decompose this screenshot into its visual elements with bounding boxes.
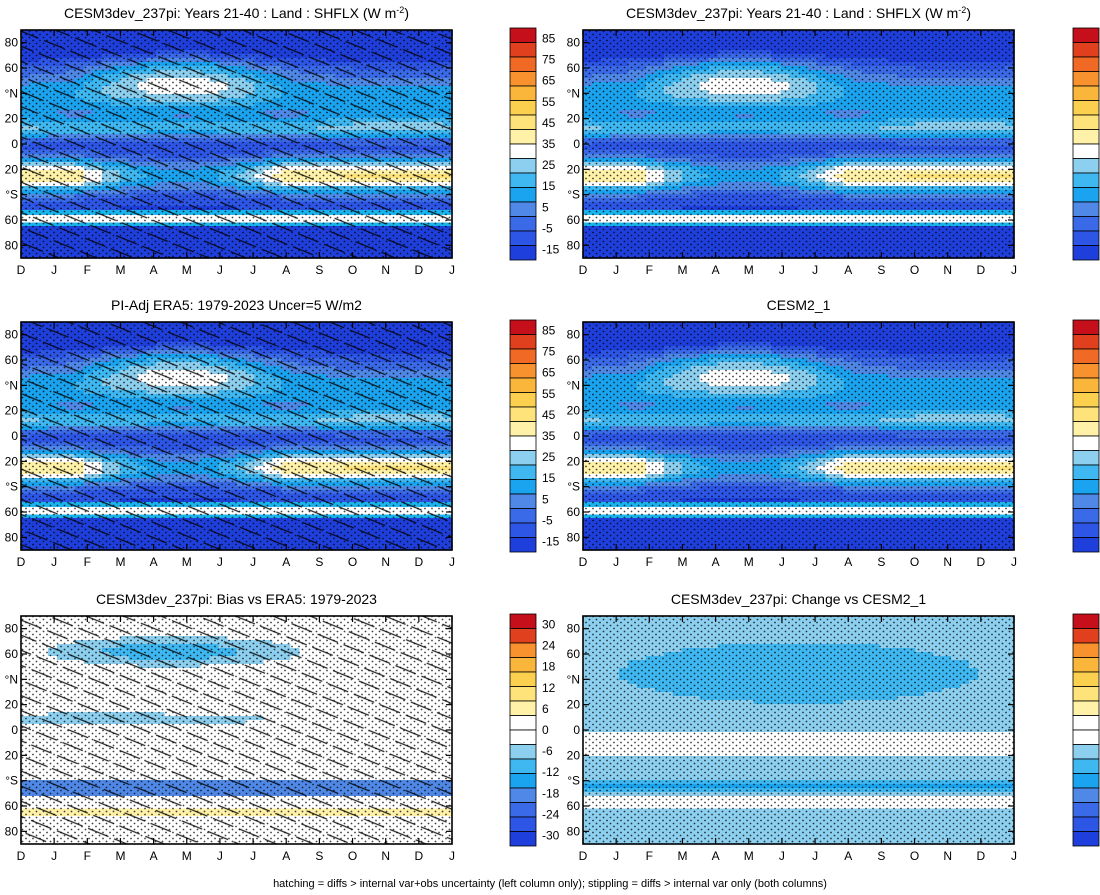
colorbar-label: 65 (542, 74, 556, 88)
y-tick-label: 60 (5, 213, 19, 227)
panel-p1: CESM3dev_237pi: Years 21-40 : Land : SHF… (5, 5, 560, 277)
colorbar-label: 55 (542, 95, 556, 109)
colorbar-swatch (509, 42, 537, 58)
colorbar-swatch (509, 216, 537, 232)
x-tick-label: A (282, 263, 290, 277)
hatching-overlay (21, 30, 452, 258)
colorbar-swatch (509, 172, 537, 188)
colorbar-swatch (509, 245, 537, 261)
y-tick-label: °N (5, 86, 18, 100)
colorbar-label: 25 (542, 158, 556, 172)
colorbar-swatch (509, 114, 537, 130)
colorbar-swatch (509, 85, 537, 101)
colorbar-swatch (509, 187, 537, 203)
x-tick-label: J (51, 263, 57, 277)
colorbar-label: -15 (542, 242, 560, 256)
x-tick-label: D (17, 263, 26, 277)
colorbar-label: 75 (542, 53, 556, 67)
colorbar-label: -5 (542, 221, 553, 235)
panel-p2: CESM3dev_237pi: Years 21-40 : Land : SHF… (567, 5, 1100, 277)
colorbar-swatch (509, 230, 537, 246)
colorbar-label: 5 (542, 200, 549, 214)
y-tick-label: 20 (5, 162, 19, 176)
x-tick-label: F (84, 263, 91, 277)
x-tick-label: J (217, 263, 223, 277)
colorbar-swatch (509, 158, 537, 174)
x-tick-label: D (415, 263, 424, 277)
colorbar-label: 35 (542, 137, 556, 151)
x-tick-label: M (115, 263, 125, 277)
x-tick-label: M (182, 263, 192, 277)
x-tick-label: S (315, 263, 323, 277)
panel-title: CESM3dev_237pi: Years 21-40 : Land : SHF… (64, 5, 409, 21)
y-tick-label: 0 (11, 137, 18, 151)
y-tick-label: 80 (5, 238, 19, 252)
colorbar-label: 85 (542, 32, 556, 46)
colorbar-swatch (509, 201, 537, 217)
y-tick-label: °S (5, 188, 18, 202)
colorbar-label: 45 (542, 116, 556, 130)
y-tick-label: 80 (5, 36, 19, 50)
colorbar-swatch (509, 100, 537, 116)
y-tick-label: 20 (5, 112, 19, 126)
x-tick-label: J (250, 263, 256, 277)
y-tick-label: 60 (5, 61, 19, 75)
colorbar-swatch (509, 71, 537, 87)
colorbar: 85 75 65 55 45 35 25 15 5 -5 -15 (509, 27, 560, 261)
x-tick-label: A (150, 263, 158, 277)
colorbar-swatch (509, 56, 537, 72)
x-tick-label: J (449, 263, 455, 277)
colorbar-swatch (509, 143, 537, 159)
colorbar-label: 15 (542, 179, 556, 193)
panel-title: CESM3dev_237pi: Years 21-40 : Land : SHF… (626, 5, 971, 21)
x-tick-label: N (381, 263, 390, 277)
colorbar-swatch (509, 27, 537, 43)
x-tick-label: O (348, 263, 357, 277)
colorbar-swatch (509, 129, 537, 145)
